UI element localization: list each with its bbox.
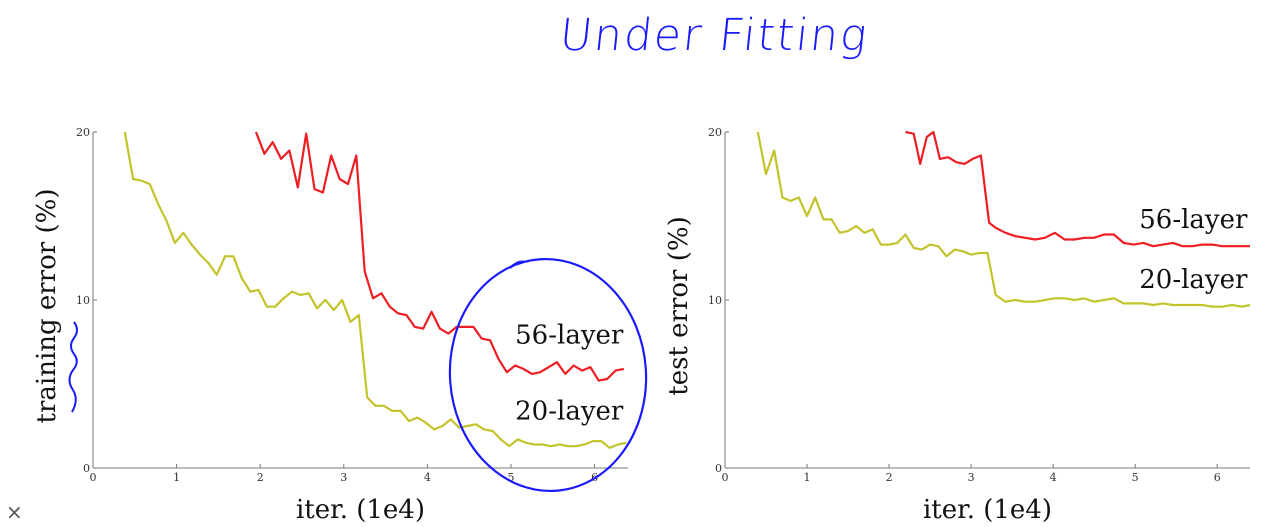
series-label: 56-layer <box>515 321 624 351</box>
series-line-20-layer <box>756 131 1251 308</box>
x-tick-label: 5 <box>1132 471 1139 484</box>
handwritten-annotations <box>68 257 648 493</box>
corner-close-icon[interactable]: × <box>6 500 23 524</box>
x-axis-label: iter. (1e4) <box>296 495 425 525</box>
x-tick-label: 0 <box>90 471 97 484</box>
series-label: 20-layer <box>1139 265 1248 295</box>
y-tick-label: 20 <box>708 126 722 139</box>
series-label: 56-layer <box>1139 205 1248 235</box>
y-tick-label: 10 <box>76 294 90 307</box>
test-error-chart: 0 1 2 3 4 5 6 0 10 20 iter. (1e4) test error (%) 56-… <box>664 126 1251 525</box>
x-tick-label: 3 <box>968 471 975 484</box>
x-tick-label: 5 <box>507 471 514 484</box>
x-axis-label: iter. (1e4) <box>923 495 1052 525</box>
x-tick-label: 2 <box>886 471 893 484</box>
x-tick-label: 4 <box>424 471 431 484</box>
x-tick-label: 4 <box>1050 471 1057 484</box>
y-axis-label: training error (%) <box>32 189 62 424</box>
y-axis-label: test error (%) <box>664 216 694 395</box>
x-tick-label: 0 <box>722 471 729 484</box>
x-tick-label: 1 <box>804 471 811 484</box>
annotation-circle <box>448 257 648 493</box>
x-tick-label: 1 <box>173 471 180 484</box>
x-tick-label: 3 <box>340 471 347 484</box>
y-tick-label: 10 <box>708 294 722 307</box>
y-tick-label: 0 <box>715 462 722 475</box>
series-line-20-layer <box>123 131 627 449</box>
series-line-56-layer <box>254 131 625 382</box>
x-tick-label: 6 <box>1214 471 1221 484</box>
x-tick-label: 2 <box>257 471 264 484</box>
series-label: 20-layer <box>515 396 624 426</box>
series-line-56-layer <box>905 130 1250 248</box>
annotation-circle-tail <box>509 260 526 269</box>
y-tick-label: 0 <box>83 462 90 475</box>
y-tick-label: 20 <box>76 126 90 139</box>
annotation-bracket-squiggle <box>68 321 78 413</box>
